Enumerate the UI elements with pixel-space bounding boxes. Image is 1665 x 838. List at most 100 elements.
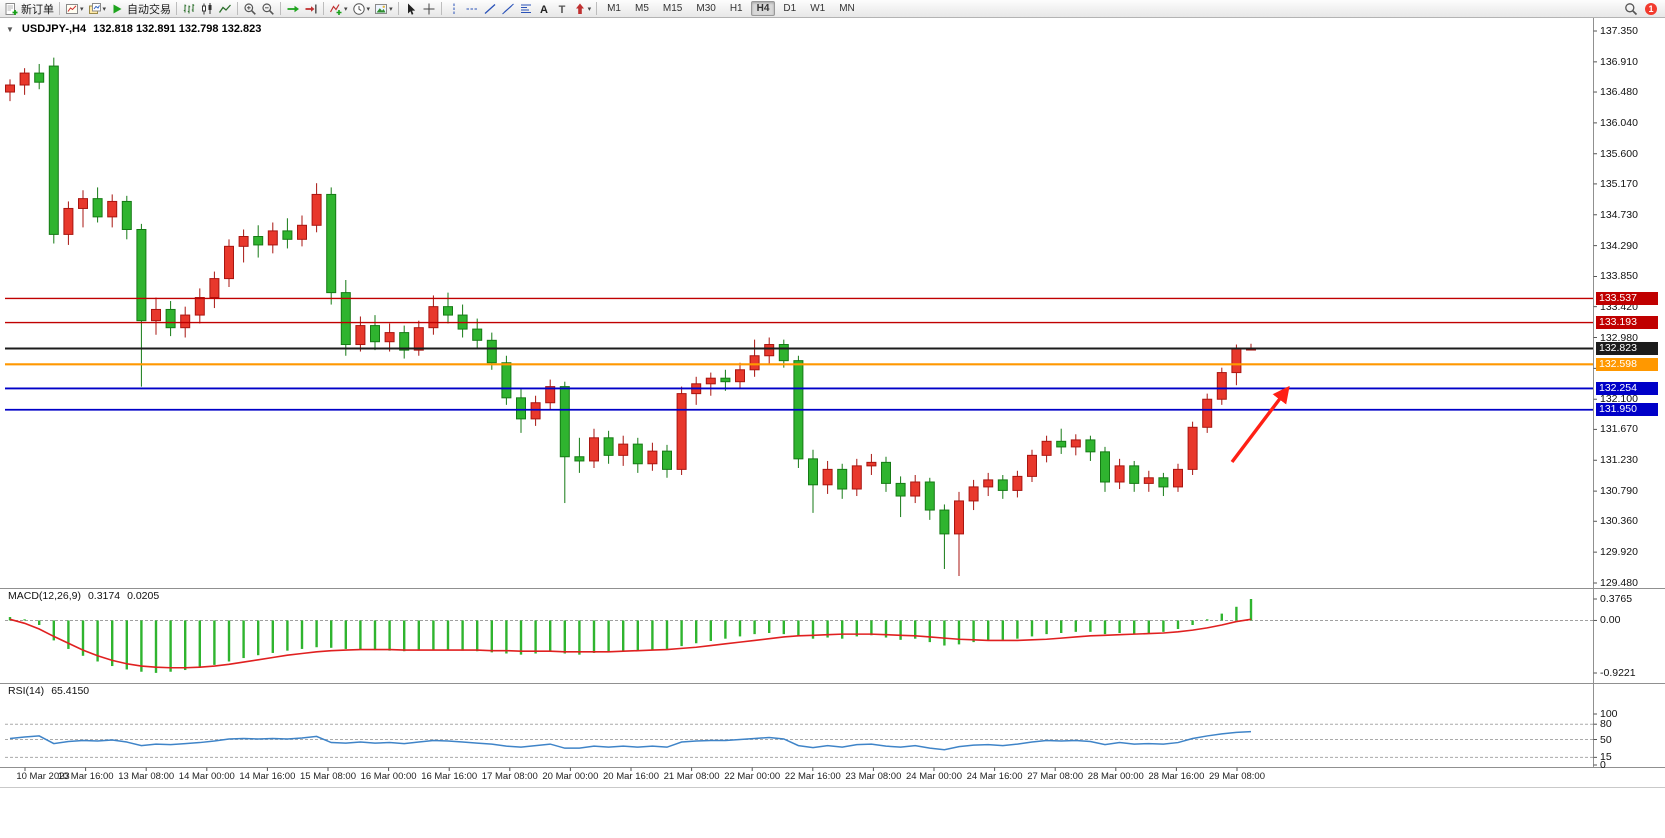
new-chart-icon	[65, 2, 79, 16]
candle-body	[136, 228, 147, 322]
timeframe-w1-button[interactable]: W1	[810, 3, 826, 14]
horizontal-line-button[interactable]	[463, 1, 481, 17]
text-button[interactable]: A	[535, 1, 553, 17]
price-axis-label: 134.290	[1600, 239, 1638, 252]
timeframe-m15-button[interactable]: M15	[662, 3, 683, 14]
candle-body	[34, 72, 45, 83]
candle-body	[720, 377, 731, 383]
new-order-button[interactable]: 新订单	[2, 1, 56, 17]
timeframe-m1-button[interactable]: M1	[607, 3, 621, 14]
candle-body	[924, 481, 935, 511]
zoom-in-button[interactable]	[241, 1, 259, 17]
candle-body	[267, 230, 278, 246]
price-axis-label: 135.170	[1600, 177, 1638, 190]
time-axis-label: 28 Mar 16:00	[1148, 771, 1205, 782]
macd-signal-value: 0.0205	[127, 590, 160, 602]
equidistant-channel-button[interactable]	[499, 1, 517, 17]
arrows-button[interactable]: ▾	[571, 1, 594, 17]
notifications-badge[interactable]: 1	[1645, 2, 1657, 15]
zoom-out-button[interactable]	[259, 1, 277, 17]
dropdown-caret-icon: ▾	[344, 5, 348, 13]
cursor-button[interactable]	[402, 1, 420, 17]
candle-body	[983, 479, 994, 488]
fibonacci-retracement-button[interactable]	[517, 1, 535, 17]
price-level-badge: 132.254	[1596, 381, 1658, 395]
trend-arrow-annotation[interactable]	[1230, 385, 1290, 464]
candle-body	[151, 308, 161, 322]
trendline-button[interactable]	[481, 1, 499, 17]
candle-body	[355, 325, 366, 346]
rsi-value: 65.4150	[51, 685, 90, 697]
candle-body	[1041, 440, 1052, 456]
templates-button[interactable]: ▾	[372, 1, 395, 17]
profiles-button[interactable]: ▾	[86, 1, 109, 17]
periods-button[interactable]: ▾	[350, 1, 373, 17]
candle-body	[516, 397, 526, 420]
zoom-in-icon	[243, 2, 257, 16]
candle-body	[778, 344, 789, 362]
one-click-collapse-button[interactable]: ▼	[6, 24, 14, 34]
time-axis-label: 14 Mar 16:00	[239, 771, 296, 782]
candle-body	[589, 437, 599, 462]
svg-text:T: T	[558, 4, 565, 16]
time-axis-label: 10 Mar 16:00	[57, 771, 114, 782]
candle-body	[1070, 439, 1081, 448]
time-axis-label: 17 Mar 08:00	[481, 771, 538, 782]
macd-indicator-label: MACD(12,26,9) 0.3174 0.0205	[8, 590, 159, 602]
candle-body	[443, 306, 453, 316]
timeframe-mn-button[interactable]: MN	[839, 3, 855, 14]
timeframe-h1-button[interactable]: H1	[729, 3, 743, 14]
time-axis-label: 27 Mar 08:00	[1027, 771, 1084, 782]
timeframe-m5-button[interactable]: M5	[635, 3, 649, 14]
toolbar-separator	[280, 2, 282, 15]
line-chart-mode-button[interactable]	[216, 1, 234, 17]
autotrading-button[interactable]: 自动交易	[108, 1, 173, 17]
indicators-button[interactable]: ▾	[327, 1, 350, 17]
timeframe-m30-button[interactable]: M30	[696, 3, 716, 14]
toolbar-right-group: 1	[1622, 1, 1663, 17]
search-button[interactable]	[1622, 1, 1640, 17]
candle-body	[764, 344, 775, 357]
candle-body	[224, 245, 234, 280]
timeframe-h4-button[interactable]: H4	[750, 1, 776, 16]
chart-canvas[interactable]	[0, 18, 1665, 787]
search-icon	[1624, 2, 1638, 16]
text-label-button[interactable]: T	[553, 1, 571, 17]
candle-body	[121, 200, 132, 230]
candle-body	[881, 461, 891, 484]
chart-ohlc-values: 132.818 132.891 132.798 132.823	[93, 23, 262, 35]
candle-body	[676, 393, 687, 470]
time-axis-label: 10 Mar 2023	[16, 771, 70, 782]
candle-body	[735, 369, 745, 383]
clock-icon	[352, 2, 366, 16]
candle-body	[413, 327, 424, 351]
candle-body	[1202, 398, 1213, 428]
new-order-label: 新订单	[21, 3, 54, 16]
price-axis-label: 132.100	[1600, 393, 1638, 406]
time-axis-label: 28 Mar 00:00	[1087, 771, 1144, 782]
time-axis-label: 24 Mar 00:00	[906, 771, 962, 782]
new-chart-button[interactable]: ▾	[63, 1, 86, 17]
macd-title: MACD(12,26,9)	[8, 590, 81, 602]
candlestick-mode-button[interactable]	[198, 1, 216, 17]
candles-icon	[200, 2, 214, 16]
candle-body	[954, 500, 964, 535]
chart-shift-button[interactable]	[302, 1, 320, 17]
candle-body	[647, 450, 658, 465]
bar-chart-mode-button[interactable]	[180, 1, 198, 17]
crosshair-button[interactable]	[420, 1, 438, 17]
timeframe-d1-button[interactable]: D1	[783, 3, 797, 14]
candle-body	[968, 486, 979, 502]
candle-body	[78, 198, 88, 209]
candle-body	[603, 437, 614, 456]
time-axis-label: 20 Mar 00:00	[542, 771, 599, 782]
toolbar-separator	[397, 2, 399, 15]
rsi-scale-label: 100	[1600, 708, 1618, 720]
candle-body	[1187, 426, 1198, 470]
candle-body	[530, 402, 541, 420]
crosshair-icon	[422, 2, 436, 16]
auto-scroll-button[interactable]	[284, 1, 302, 17]
vertical-line-button[interactable]	[445, 1, 463, 17]
candle-body	[1056, 440, 1067, 448]
